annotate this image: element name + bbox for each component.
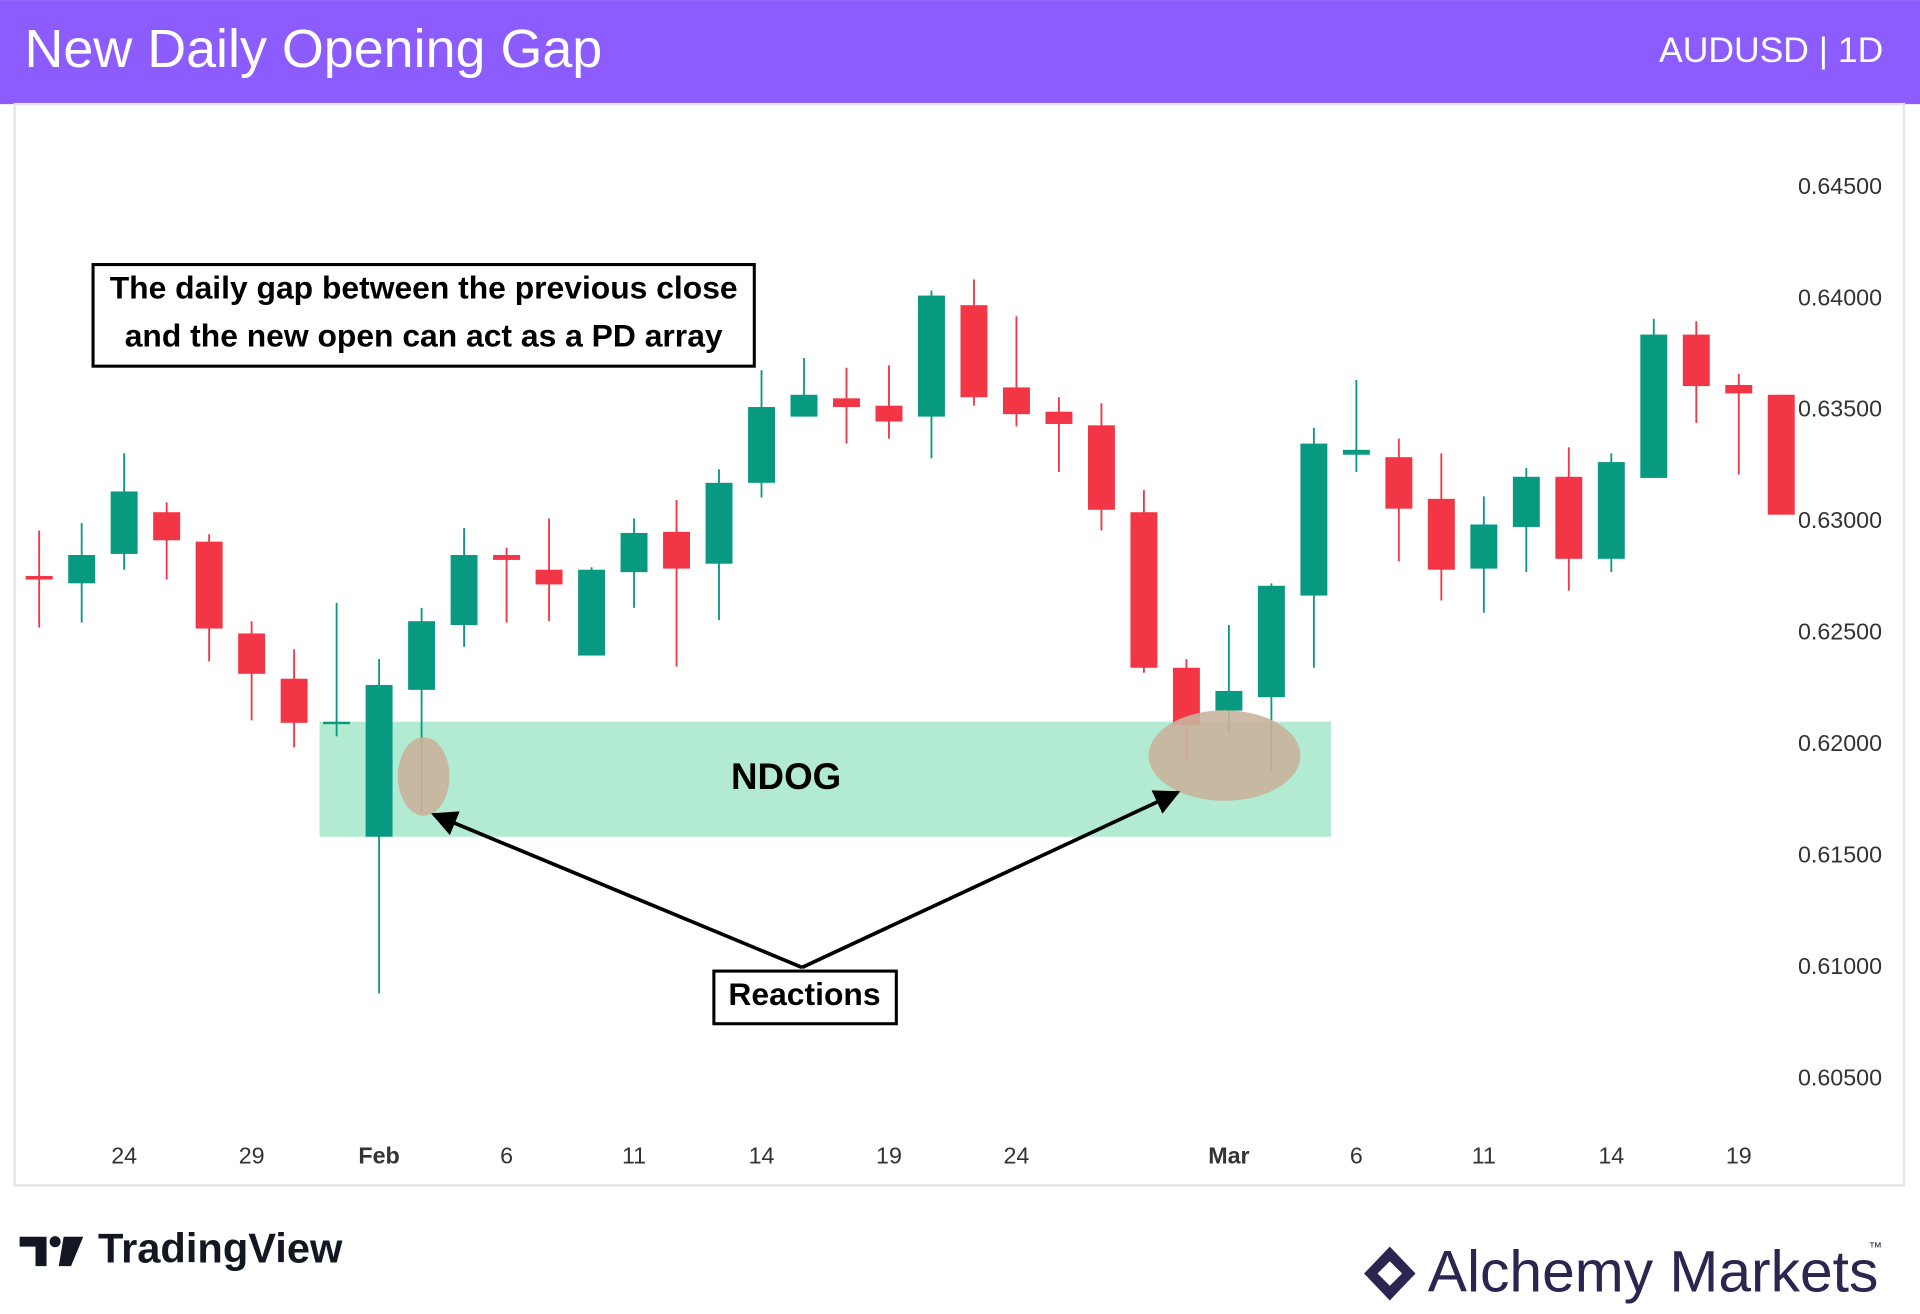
reactions-box	[712, 969, 898, 1026]
logo-text: TradingView	[98, 1224, 343, 1271]
y-tick-label: 0.64000	[1798, 284, 1882, 310]
candle-body	[195, 541, 223, 629]
x-tick-label: Mar	[1208, 1142, 1249, 1168]
x-tick-label: 24	[111, 1142, 137, 1168]
candle-body	[1342, 449, 1370, 455]
candle-body	[1640, 334, 1668, 478]
candle-body	[833, 398, 860, 408]
candle-body	[705, 482, 733, 564]
arrow	[431, 811, 803, 970]
x-tick-label: 24	[1004, 1142, 1030, 1168]
logo-text: Alchemy Markets	[1428, 1240, 1879, 1305]
candle-body	[408, 621, 436, 690]
y-tick-label: 0.62000	[1798, 730, 1882, 756]
x-tick-label: 19	[1726, 1142, 1752, 1168]
annotations: The daily gap between the previous close…	[91, 263, 1181, 1026]
y-tick-label: 0.63000	[1798, 507, 1882, 533]
candle-body	[1555, 476, 1583, 559]
candle-body	[663, 531, 690, 569]
candle-body	[1045, 411, 1073, 424]
candle-body	[748, 407, 775, 483]
x-tick-label: 14	[1598, 1142, 1624, 1168]
arrow	[801, 790, 1181, 970]
logo-mark	[19, 1236, 47, 1267]
candle-body	[68, 555, 96, 584]
note-box	[91, 263, 756, 368]
candle-body	[110, 491, 138, 554]
page-title: New Daily Opening Gap	[24, 19, 602, 79]
candle-body	[1725, 384, 1753, 394]
candle-body	[1087, 425, 1115, 510]
alchemy-logo: Alchemy Markets ™	[1364, 1239, 1882, 1305]
plot-area: 0.60500 0.61000 0.61500 0.62000 0.62500 0.630…	[25, 173, 1882, 1168]
candle-body	[1385, 457, 1413, 509]
candle-body	[1767, 394, 1795, 515]
candle-body	[238, 633, 266, 674]
candle-body	[790, 394, 818, 417]
symbol-label: AUDUSD | 1D	[1659, 30, 1883, 70]
candle-body	[535, 569, 563, 585]
trademark: ™	[1869, 1239, 1882, 1254]
candle-body	[1512, 476, 1540, 527]
candle-body	[918, 295, 945, 417]
logo-mark	[58, 1236, 84, 1267]
candle-body	[1682, 334, 1710, 387]
reaction-highlight	[397, 737, 450, 816]
zone-label: NDOG	[731, 756, 841, 797]
candle-body	[280, 678, 308, 723]
candle-body	[1427, 498, 1455, 570]
candle-body	[1597, 462, 1625, 559]
candle-body	[153, 512, 181, 541]
candle-body	[1257, 585, 1285, 698]
logo-mark	[49, 1236, 61, 1248]
y-tick-label: 0.62500	[1798, 619, 1882, 645]
x-tick-label: 11	[1472, 1142, 1496, 1168]
x-tick-label: 14	[749, 1142, 775, 1168]
y-tick-label: 0.64500	[1798, 173, 1882, 199]
x-tick-label: 19	[876, 1142, 902, 1168]
y-tick-label: 0.63500	[1798, 396, 1882, 422]
candle-body	[493, 555, 521, 560]
candle-body	[450, 555, 478, 625]
candle-body	[875, 405, 903, 422]
note-line: and the new open can act as a PD array	[125, 317, 723, 353]
candle-body	[578, 569, 606, 656]
candle-body	[1470, 524, 1498, 569]
candle-body	[323, 721, 351, 725]
candle-body	[25, 575, 53, 580]
candle-body	[1215, 690, 1243, 711]
x-tick-label: 29	[239, 1142, 265, 1168]
candle-body	[620, 532, 648, 573]
x-tick-label: 6	[500, 1142, 513, 1168]
candle-body	[960, 305, 988, 398]
candle-body	[1002, 387, 1030, 415]
candle-body	[365, 684, 393, 837]
y-tick-label: 0.61500	[1798, 841, 1882, 867]
logo-mark	[1364, 1246, 1416, 1301]
x-tick-label: Feb	[358, 1142, 399, 1168]
x-tick-label: 11	[622, 1142, 646, 1168]
reaction-highlight	[1148, 710, 1301, 801]
y-tick-label: 0.61000	[1798, 953, 1882, 979]
header-bar	[0, 0, 1920, 105]
x-tick-label: 6	[1350, 1142, 1363, 1168]
tradingview-logo: TradingView	[19, 1224, 343, 1271]
candle-body	[1130, 512, 1158, 668]
candle-body	[1300, 443, 1328, 596]
y-tick-label: 0.60500	[1798, 1064, 1882, 1090]
note-line: The daily gap between the previous close	[110, 270, 738, 306]
reactions-label: Reactions	[728, 976, 880, 1012]
